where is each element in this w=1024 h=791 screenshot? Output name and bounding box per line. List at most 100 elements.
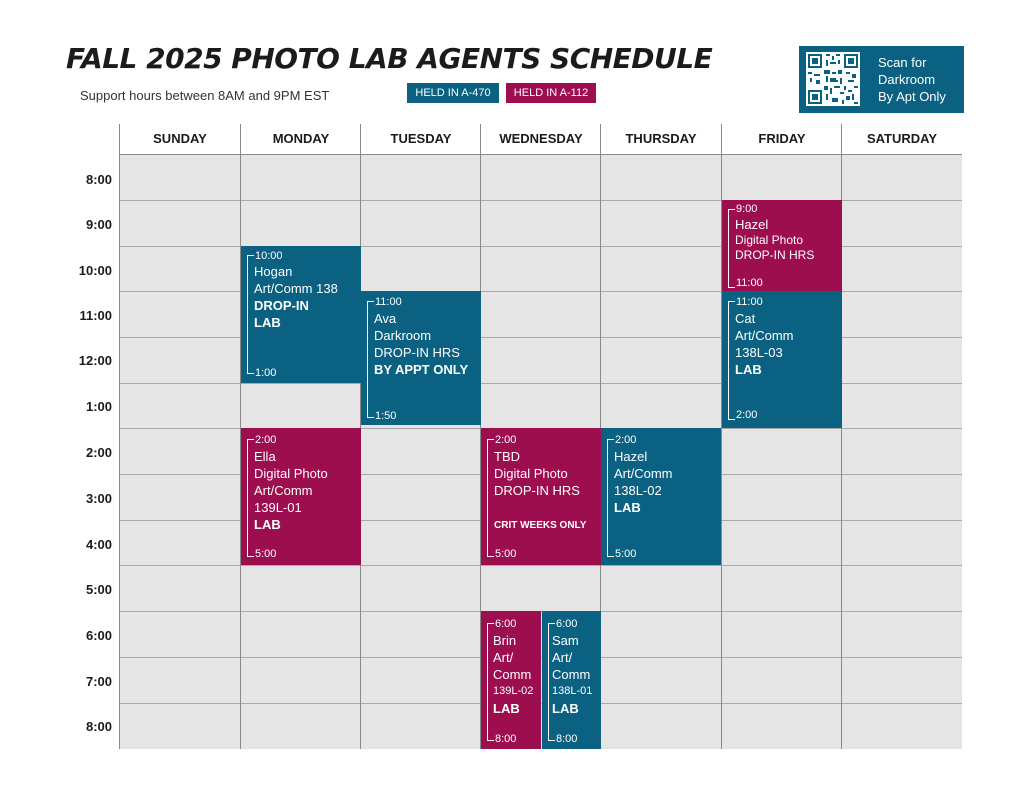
event-start-time: 10:00: [255, 250, 283, 262]
hour-label: 12:00: [78, 353, 112, 368]
hour-label: 8:00: [85, 719, 112, 734]
event-type: DROP-IN HRS: [735, 248, 815, 262]
qr-caption-line: Scan for: [878, 55, 927, 70]
qr-caption: Scan for Darkroom By Apt Only: [878, 54, 946, 105]
event-friday-cat[interactable]: 11:00 Cat Art/Comm 138L-03 LAB 2:00: [722, 291, 842, 428]
event-section: 138L-03: [735, 345, 783, 360]
event-course: Art/: [493, 650, 514, 665]
time-bracket: [367, 301, 374, 418]
event-section: 139L-02: [493, 685, 534, 697]
grid-divider: [119, 246, 962, 247]
event-end-time: 1:00: [255, 367, 277, 379]
page-subtitle: Support hours between 8AM and 9PM EST: [80, 88, 330, 103]
event-type: DROP-IN HRS: [374, 345, 460, 360]
event-agent: Sam: [552, 633, 579, 648]
event-course: Art/: [552, 650, 573, 665]
event-course: Art/Comm: [614, 466, 673, 481]
grid-divider: [240, 124, 241, 749]
legend-a112: HELD IN A-112: [506, 83, 596, 103]
event-wednesday-sam[interactable]: 6:00 Sam Art/ Comm 138L-01 LAB 8:00: [542, 611, 601, 749]
event-end-time: 5:00: [615, 548, 637, 560]
event-agent: Ava: [374, 311, 397, 326]
time-bracket: [487, 439, 494, 557]
event-end-time: 8:00: [556, 733, 578, 745]
event-wednesday-tbd[interactable]: 2:00 TBD Digital Photo DROP-IN HRS CRIT …: [481, 428, 601, 565]
grid-divider: [721, 124, 722, 749]
event-end-time: 8:00: [495, 733, 517, 745]
day-header-saturday: SATURDAY: [866, 131, 938, 146]
event-monday-hogan[interactable]: 10:00 Hogan Art/Comm 138 DROP-IN LAB 1:0…: [241, 246, 361, 383]
event-thursday-hazel[interactable]: 2:00 Hazel Art/Comm 138L-02 LAB 5:00: [601, 428, 721, 565]
hour-label: 3:00: [85, 491, 112, 506]
grid-divider: [119, 383, 962, 384]
hour-label: 4:00: [85, 537, 112, 552]
day-header-sunday: SUNDAY: [153, 131, 207, 146]
event-course: Art/Comm 138: [254, 281, 338, 296]
day-header-monday: MONDAY: [272, 131, 330, 146]
event-type: LAB: [552, 701, 579, 716]
day-header-thursday: THURSDAY: [625, 131, 697, 146]
event-note: BY APPT ONLY: [374, 362, 469, 377]
event-course: Comm: [552, 667, 591, 682]
event-agent: Hazel: [614, 449, 648, 464]
event-type: LAB: [735, 362, 762, 377]
event-agent: TBD: [494, 449, 520, 464]
grid-divider: [480, 124, 481, 749]
hour-label: 5:00: [85, 582, 112, 597]
event-wednesday-brin[interactable]: 6:00 Brin Art/ Comm 139L-02 LAB 8:00: [481, 611, 541, 749]
event-start-time: 2:00: [255, 434, 277, 446]
grid-divider: [119, 565, 962, 566]
event-type: DROP-IN HRS: [494, 483, 580, 498]
event-agent: Hazel: [735, 217, 769, 232]
event-monday-ella[interactable]: 2:00 Ella Digital Photo Art/Comm 139L-01…: [241, 428, 361, 565]
event-details: Ava Darkroom DROP-IN HRS BY APPT ONLY: [374, 310, 468, 378]
event-type: LAB: [254, 517, 281, 532]
event-tuesday-ava[interactable]: 11:00 Ava Darkroom DROP-IN HRS BY APPT O…: [361, 291, 481, 425]
event-end-time: 11:00: [736, 277, 763, 289]
event-friday-hazel[interactable]: 9:00 Hazel Digital Photo DROP-IN HRS 11:…: [722, 200, 842, 291]
event-type: LAB: [614, 500, 641, 515]
grid-divider: [841, 124, 842, 749]
event-details: Ella Digital Photo Art/Comm 139L-01 LAB: [254, 448, 328, 533]
event-end-time: 2:00: [736, 409, 758, 421]
grid-divider: [119, 337, 962, 338]
event-details: TBD Digital Photo DROP-IN HRS: [494, 448, 580, 499]
page-title: FALL 2025 PHOTO LAB AGENTS SCHEDULE: [66, 42, 713, 75]
event-type: LAB: [254, 315, 281, 330]
event-details: Sam Art/ Comm 138L-01 LAB: [552, 632, 592, 717]
hour-label: 11:00: [79, 308, 112, 323]
legend-a470: HELD IN A-470: [407, 83, 499, 103]
event-details: Hogan Art/Comm 138 DROP-IN LAB: [254, 263, 338, 331]
event-end-time: 5:00: [495, 548, 517, 560]
time-bracket: [487, 623, 494, 741]
qr-caption-line: By Apt Only: [878, 89, 946, 104]
day-header-wednesday: WEDNESDAY: [499, 131, 583, 146]
qr-code-icon[interactable]: [806, 52, 860, 106]
event-start-time: 11:00: [375, 296, 402, 308]
time-bracket: [548, 623, 555, 741]
event-agent: Brin: [493, 633, 517, 648]
qr-callout[interactable]: Scan for Darkroom By Apt Only: [799, 46, 964, 113]
event-type: LAB: [493, 701, 520, 716]
event-start-time: 6:00: [556, 618, 578, 630]
event-details: Brin Art/ Comm 139L-02 LAB: [493, 632, 533, 717]
event-start-time: 6:00: [495, 618, 517, 630]
time-bracket: [247, 439, 254, 557]
grid-divider: [119, 200, 962, 201]
hour-label: 2:00: [85, 445, 112, 460]
time-bracket: [728, 209, 735, 288]
day-header-tuesday: TUESDAY: [390, 131, 452, 146]
event-course: Digital Photo: [254, 466, 328, 481]
event-details: Hazel Digital Photo DROP-IN HRS: [735, 216, 814, 263]
grid-divider: [119, 124, 120, 749]
event-type: DROP-IN: [254, 298, 309, 313]
event-end-time: 1:50: [375, 410, 397, 422]
qr-caption-line: Darkroom: [878, 72, 936, 87]
event-agent: Cat: [735, 311, 756, 326]
time-bracket: [247, 255, 254, 374]
event-details: Hazel Art/Comm 138L-02 LAB: [614, 448, 673, 516]
event-section: 138L-02: [614, 483, 662, 498]
event-course: Art/Comm: [254, 483, 313, 498]
event-course: Darkroom: [374, 328, 432, 343]
event-end-time: 5:00: [255, 548, 277, 560]
